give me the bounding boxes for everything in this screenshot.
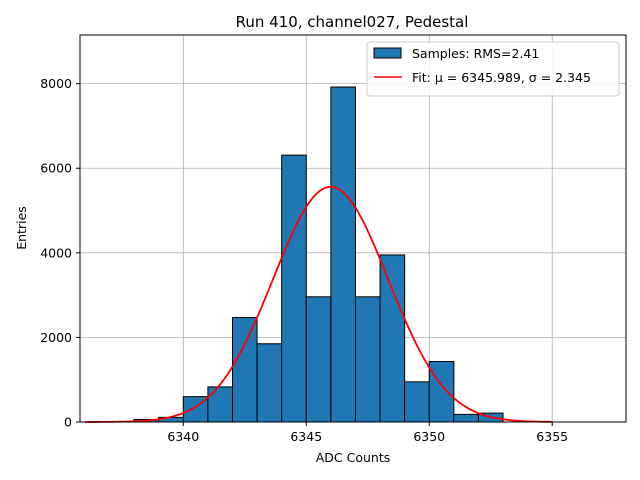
histogram-bar — [428, 361, 455, 423]
x-tick-label: 6340 — [167, 429, 199, 444]
x-tick-label: 6350 — [413, 429, 445, 444]
x-axis: 6340 6345 6350 6355 — [167, 422, 568, 444]
y-axis: 0 2000 4000 6000 8000 — [40, 76, 80, 430]
histogram-bar — [281, 154, 307, 423]
chart-title: Run 410, channel027, Pedestal — [236, 13, 469, 31]
histogram-bar — [330, 86, 356, 423]
legend: Samples: RMS=2.41 Fit: μ = 6345.989, σ =… — [366, 41, 620, 97]
y-tick-label: 2000 — [40, 330, 72, 345]
y-tick-label: 0 — [64, 415, 72, 430]
y-tick-label: 8000 — [40, 76, 72, 91]
histogram-bar — [231, 317, 258, 423]
histogram-bar — [354, 296, 381, 423]
y-tick-label: 6000 — [40, 161, 72, 176]
histogram-bar — [305, 296, 332, 423]
histogram-bars — [109, 86, 504, 423]
plot-frame — [79, 34, 627, 423]
x-axis-label: ADC Counts — [316, 450, 391, 465]
histogram-bar — [207, 386, 233, 423]
legend-frame — [366, 41, 620, 97]
x-tick-label: 6355 — [536, 429, 568, 444]
histogram-bar — [404, 381, 430, 423]
legend-fit-label: Fit: μ = 6345.989, σ = 2.345 — [412, 70, 591, 85]
histogram-bar — [256, 343, 283, 423]
y-axis-label: Entries — [14, 206, 29, 250]
fit-curve — [84, 185, 553, 423]
histogram-bar — [453, 413, 479, 423]
histogram-bar — [379, 254, 406, 423]
y-tick-label: 4000 — [40, 245, 72, 260]
legend-samples-swatch — [373, 47, 402, 59]
legend-samples-label: Samples: RMS=2.41 — [412, 46, 539, 61]
fit-curve-group — [84, 185, 553, 423]
x-tick-label: 6345 — [290, 429, 322, 444]
